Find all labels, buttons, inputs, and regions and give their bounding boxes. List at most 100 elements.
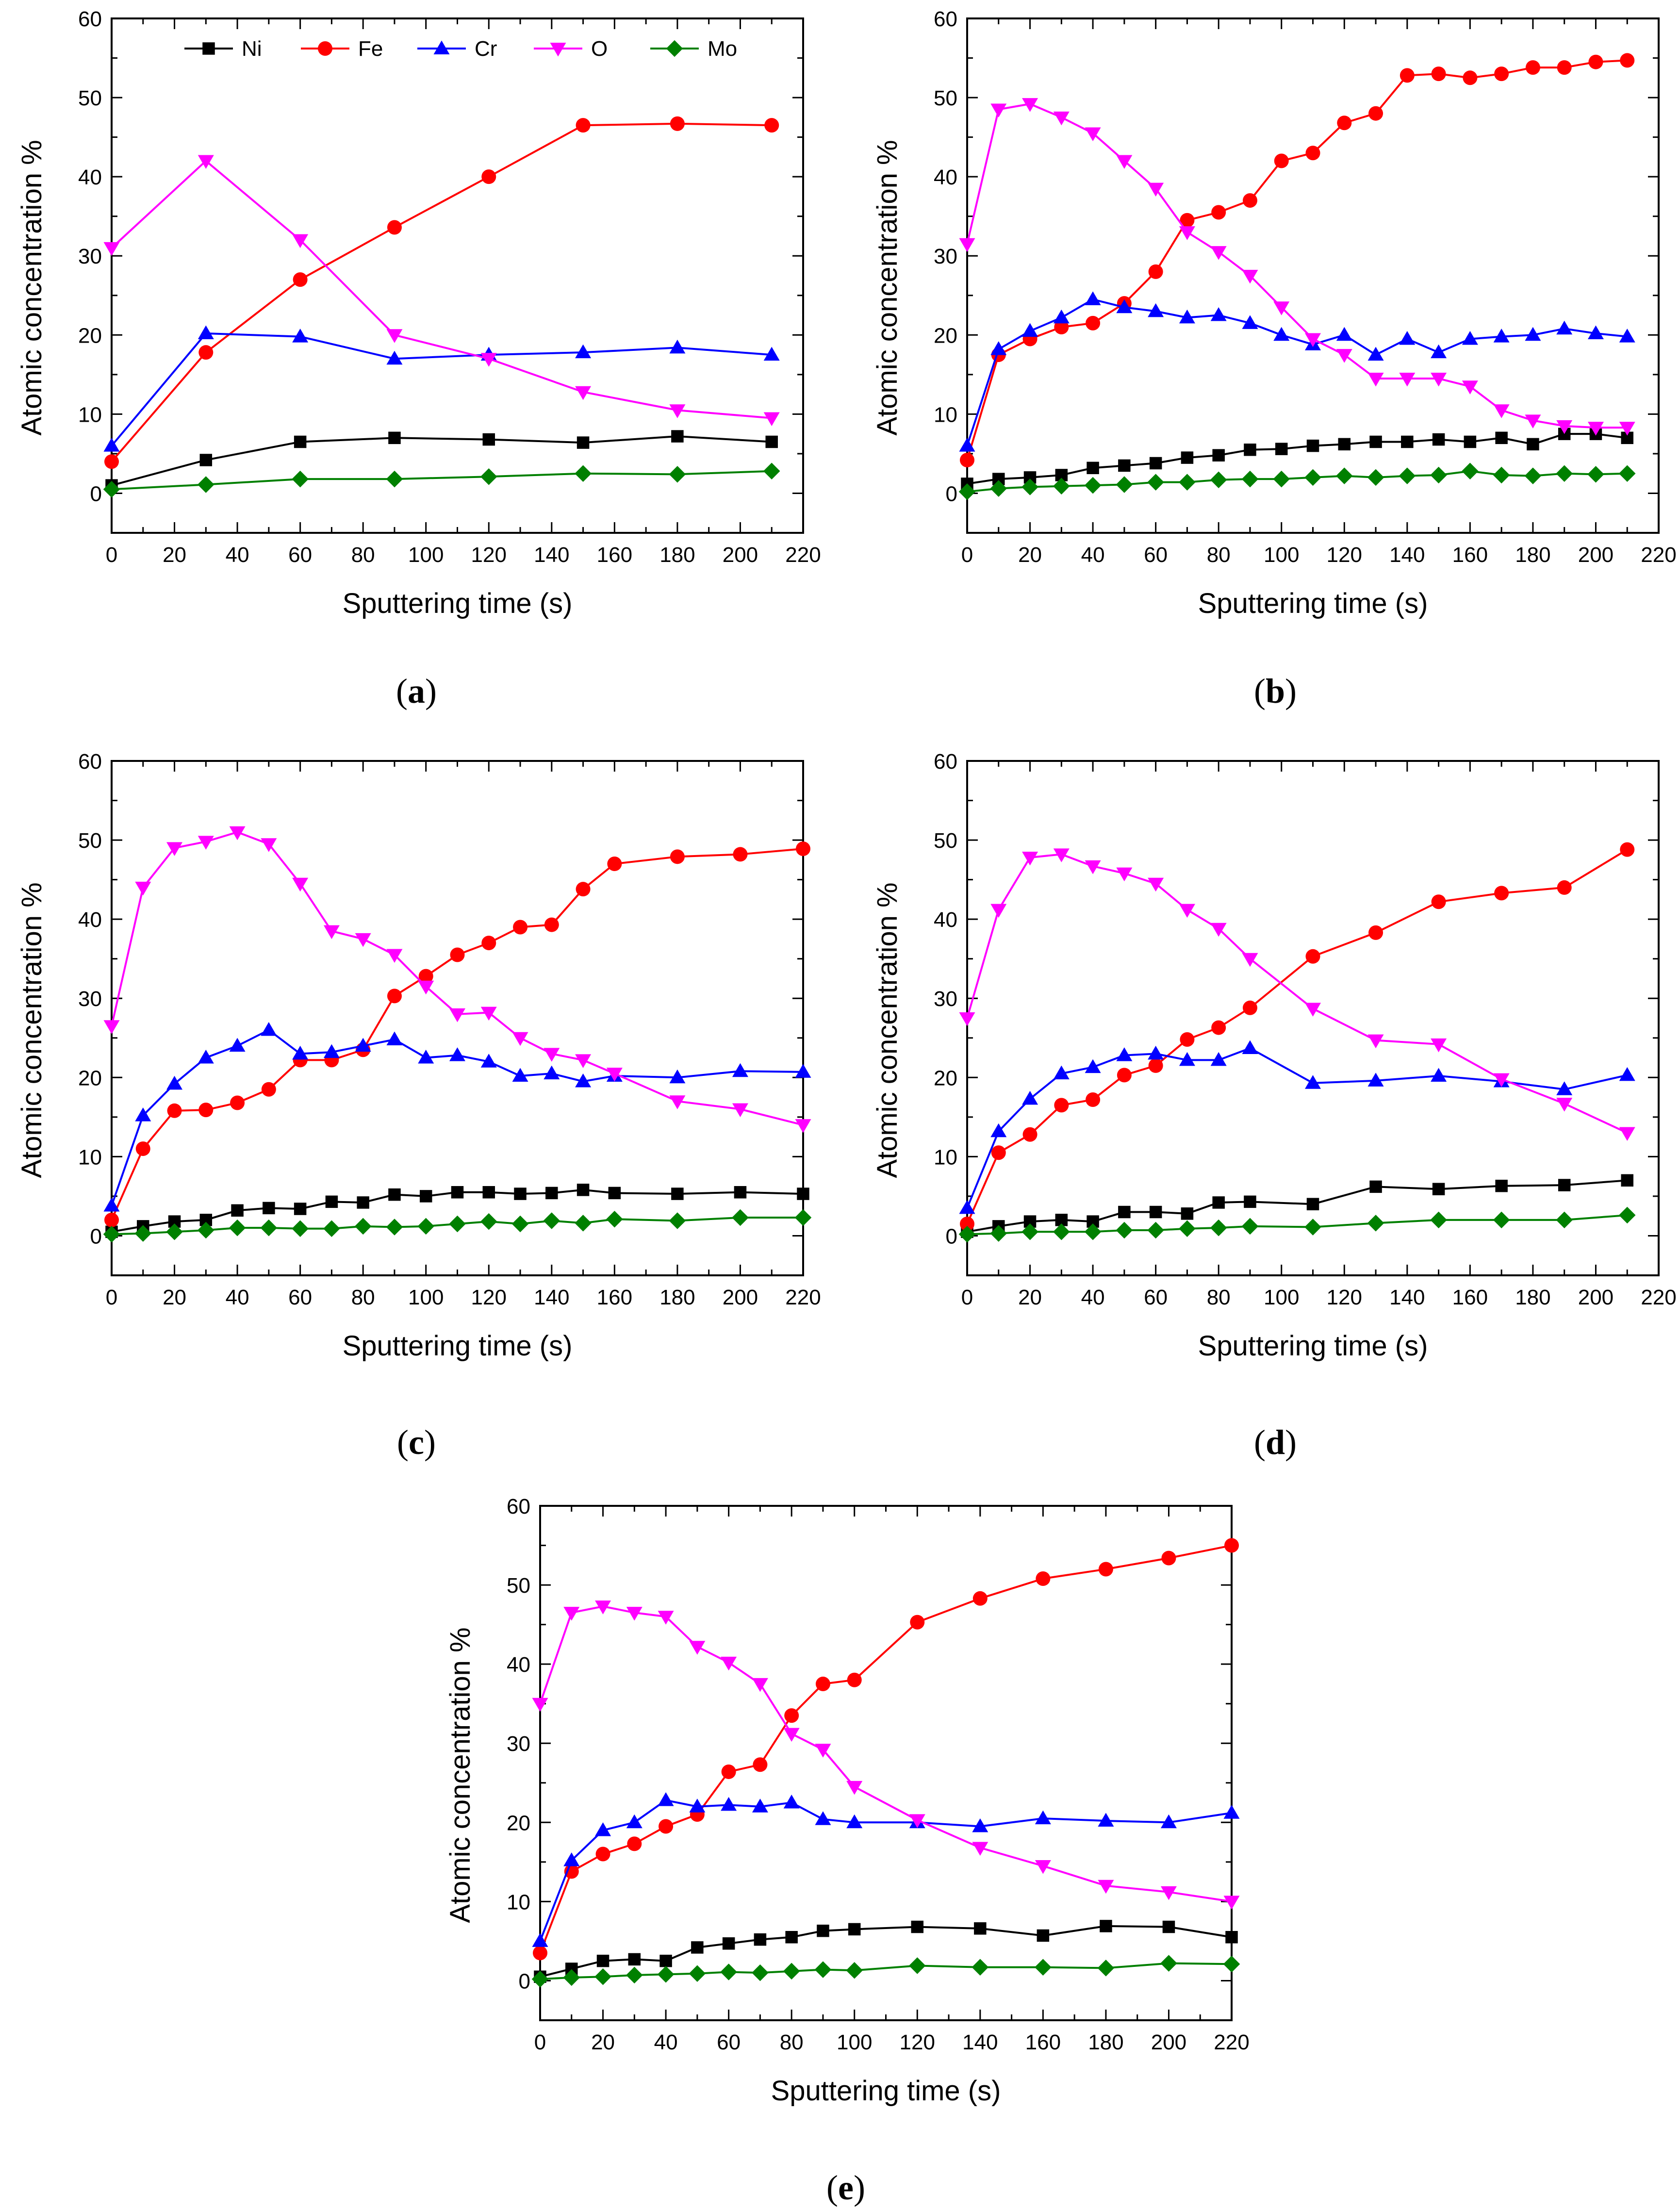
data-point-ni: [1181, 1207, 1194, 1220]
data-point-ni: [1306, 1198, 1319, 1210]
data-point-ni: [848, 1923, 861, 1936]
caption-a: (a): [396, 672, 437, 710]
series-line-mo: [967, 1214, 1628, 1236]
data-point-mo: [594, 1968, 611, 1985]
y-tick-label: 60: [78, 750, 102, 774]
data-point-mo: [1053, 1223, 1070, 1240]
data-point-mo: [1556, 465, 1573, 482]
data-point-o: [1431, 373, 1447, 387]
data-point-fe: [1242, 1000, 1257, 1015]
series-line-ni: [540, 1925, 1232, 1978]
data-point-cr: [1035, 1810, 1051, 1825]
data-point-ni: [1244, 444, 1256, 456]
data-point-o: [1179, 904, 1195, 918]
data-point-o: [480, 1006, 497, 1021]
legend-marker: [202, 42, 215, 55]
chart-panel-d: 0 20 40 60 80 100 120 140 160 180 200 220 0 10 20 30 40 5…: [872, 750, 1677, 1362]
data-point-o: [1367, 373, 1384, 387]
data-point-fe: [1400, 68, 1415, 83]
x-tick-label: 160: [597, 1286, 632, 1309]
data-point-cr: [575, 1073, 592, 1088]
data-point-cr: [1223, 1805, 1240, 1819]
data-point-fe: [1463, 70, 1478, 85]
data-point-cr: [1053, 309, 1070, 324]
series-mo: [958, 1206, 1636, 1243]
data-point-cr: [669, 1069, 686, 1084]
data-point-cr: [166, 1075, 183, 1090]
series-fe: [104, 116, 779, 469]
data-point-fe: [1305, 146, 1320, 161]
data-point-cr: [752, 1798, 768, 1813]
data-point-cr: [355, 1038, 371, 1052]
x-tick-label: 220: [1641, 1286, 1676, 1309]
data-point-cr: [846, 1814, 863, 1829]
data-point-o: [1242, 270, 1258, 284]
data-point-fe: [1180, 1032, 1195, 1047]
data-point-ni: [199, 454, 213, 466]
data-point-cr: [990, 341, 1007, 355]
data-point-mo: [229, 1219, 246, 1237]
data-point-mo: [1241, 470, 1259, 488]
data-point-fe: [1117, 1068, 1132, 1083]
data-point-mo: [990, 480, 1007, 497]
data-point-cr: [1085, 291, 1101, 305]
data-point-o: [544, 1048, 560, 1062]
data-point-fe: [1054, 1098, 1069, 1113]
data-point-fe: [1525, 60, 1540, 75]
data-point-fe: [1098, 1562, 1113, 1577]
x-tick-label: 200: [723, 1286, 758, 1309]
data-point-o: [1556, 420, 1573, 434]
data-point-cr: [261, 1022, 277, 1036]
data-point-mo: [1304, 469, 1321, 486]
data-point-o: [721, 1656, 737, 1671]
data-point-mo: [1367, 1215, 1384, 1232]
caption-d: (d): [1254, 1423, 1297, 1462]
y-tick-label: 40: [934, 908, 957, 932]
series-mo: [103, 1209, 812, 1243]
data-point-o: [135, 881, 151, 896]
data-point-cr: [386, 350, 403, 365]
data-point-cr: [1493, 329, 1510, 343]
data-point-o: [1022, 98, 1038, 112]
data-point-fe: [1368, 106, 1384, 121]
data-point-fe: [659, 1819, 674, 1834]
data-point-ni: [691, 1941, 704, 1954]
data-point-o: [1462, 380, 1478, 395]
data-point-mo: [323, 1220, 340, 1237]
data-point-mo: [657, 1966, 675, 1983]
data-point-mo: [626, 1966, 643, 1984]
x-tick-label: 120: [1327, 1286, 1362, 1309]
x-tick-label: 120: [900, 2030, 935, 2054]
series-ni: [534, 1920, 1238, 1983]
x-tick-label: 40: [1081, 543, 1105, 567]
x-tick-label: 60: [717, 2030, 741, 2054]
data-point-cr: [1462, 330, 1478, 345]
data-point-mo: [1116, 1221, 1133, 1239]
data-point-mo: [198, 476, 214, 493]
data-point-fe: [293, 272, 308, 287]
data-point-o: [449, 1008, 465, 1023]
data-point-o: [1116, 867, 1133, 882]
data-point-ni: [1225, 1931, 1238, 1944]
data-point-o: [103, 1020, 120, 1034]
data-point-o: [1525, 414, 1541, 429]
data-point-fe: [230, 1095, 245, 1110]
data-point-ni: [1621, 1174, 1633, 1187]
data-point-mo: [1223, 1955, 1240, 1973]
x-tick-label: 0: [106, 1286, 117, 1309]
data-point-cr: [563, 1852, 580, 1866]
data-point-fe: [1148, 1058, 1163, 1073]
data-point-cr: [763, 346, 780, 361]
data-point-fe: [1022, 1127, 1038, 1142]
x-axis-label: Sputtering time (s): [1198, 588, 1428, 619]
data-point-cr: [1431, 344, 1447, 359]
data-point-o: [1619, 422, 1635, 436]
data-point-mo: [1462, 462, 1479, 480]
data-point-cr: [1098, 1813, 1114, 1827]
data-point-mo: [1179, 474, 1196, 491]
data-point-cr: [1085, 1059, 1101, 1073]
y-tick-label: 30: [78, 245, 102, 268]
series-fe: [533, 1538, 1239, 1961]
y-tick-label: 20: [78, 324, 102, 347]
data-point-o: [763, 412, 780, 427]
